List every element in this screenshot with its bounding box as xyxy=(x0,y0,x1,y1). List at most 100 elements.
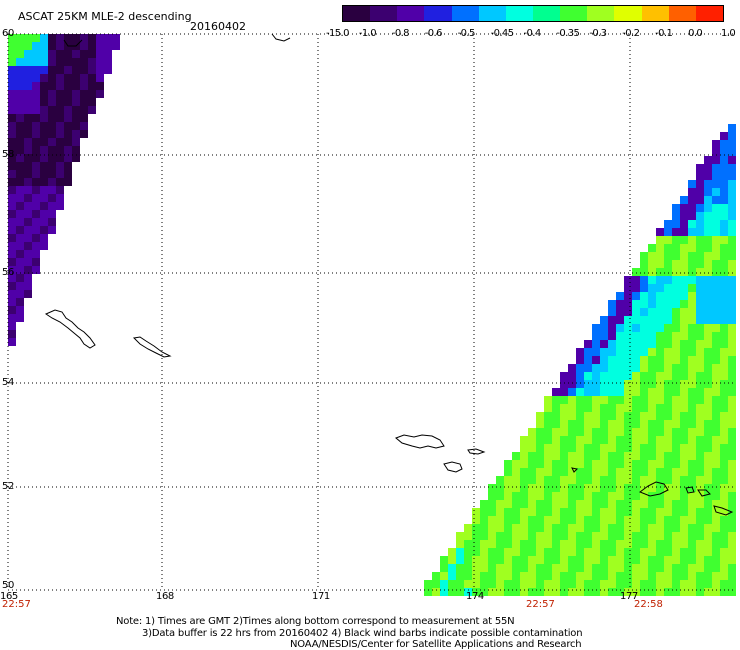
swath-cell xyxy=(72,114,80,122)
swath-cell xyxy=(712,156,720,164)
swath-cell xyxy=(648,340,656,348)
swath-cell xyxy=(656,460,664,468)
swath-cell xyxy=(640,276,648,284)
swath-cell xyxy=(584,364,592,372)
swath-cell xyxy=(552,548,560,556)
swath-cell xyxy=(656,348,664,356)
swath-cell xyxy=(680,292,688,300)
swath-cell xyxy=(112,34,120,42)
swath-cell xyxy=(656,316,664,324)
swath-cell xyxy=(688,228,696,236)
swath-cell xyxy=(648,580,656,588)
swath-cell xyxy=(600,572,608,580)
swath-cell xyxy=(536,572,544,580)
swath-cell xyxy=(504,492,512,500)
swath-cell xyxy=(472,508,480,516)
swath-cell xyxy=(616,532,624,540)
swath-cell xyxy=(712,476,720,484)
swath-cell xyxy=(656,532,664,540)
swath-cell xyxy=(704,468,712,476)
swath-cell xyxy=(496,548,504,556)
swath-cell xyxy=(536,524,544,532)
swath-cell xyxy=(608,580,616,588)
swath-cell xyxy=(608,340,616,348)
swath-cell xyxy=(704,308,712,316)
swath-cell xyxy=(720,156,728,164)
swath-cell xyxy=(520,444,528,452)
swath-cell xyxy=(696,204,704,212)
swath-cell xyxy=(728,308,736,316)
swath-cell xyxy=(568,516,576,524)
swath-cell xyxy=(672,324,680,332)
swath-cell xyxy=(728,468,736,476)
swath-cell xyxy=(616,516,624,524)
swath-cell xyxy=(704,244,712,252)
swath-cell xyxy=(488,564,496,572)
swath-cell xyxy=(712,556,720,564)
swath-cell xyxy=(696,428,704,436)
swath-cell xyxy=(648,268,656,276)
swath-cell xyxy=(608,364,616,372)
swath-cell xyxy=(64,122,72,130)
swath-cell xyxy=(648,428,656,436)
swath-cell xyxy=(720,532,728,540)
swath-cell xyxy=(608,332,616,340)
swath-cell xyxy=(600,540,608,548)
swath-cell xyxy=(512,516,520,524)
swath-cell xyxy=(672,212,680,220)
swath-cell xyxy=(680,268,688,276)
swath-cell xyxy=(600,356,608,364)
colorbar-tick-label: -0.3 xyxy=(589,28,607,39)
swath-cell xyxy=(32,250,40,258)
swath-cell xyxy=(688,500,696,508)
swath-cell xyxy=(728,228,736,236)
swath-cell xyxy=(584,444,592,452)
swath-cell xyxy=(592,428,600,436)
swath-cell xyxy=(96,50,104,58)
swath-cell xyxy=(704,532,712,540)
swath-cell xyxy=(720,572,728,580)
swath-cell xyxy=(624,588,632,596)
swath-cell xyxy=(672,412,680,420)
swath-cell xyxy=(544,484,552,492)
swath-cell xyxy=(656,380,664,388)
swath-cell xyxy=(688,196,696,204)
swath-cell xyxy=(448,572,456,580)
swath-cell xyxy=(728,388,736,396)
coastline-edge xyxy=(63,39,83,47)
swath-cell xyxy=(672,316,680,324)
swath-cell xyxy=(720,540,728,548)
swath-cell xyxy=(664,428,672,436)
swath-cell xyxy=(512,468,520,476)
swath-cell xyxy=(688,412,696,420)
swath-cell xyxy=(560,516,568,524)
swath-cell xyxy=(656,444,664,452)
swath-cell xyxy=(64,98,72,106)
swath-cell xyxy=(104,42,112,50)
swath-cell xyxy=(592,340,600,348)
swath-cell xyxy=(656,540,664,548)
swath-cell xyxy=(624,460,632,468)
swath-cell xyxy=(624,428,632,436)
swath-cell xyxy=(520,508,528,516)
swath-cell xyxy=(696,524,704,532)
swath-cell xyxy=(680,516,688,524)
swath-cell xyxy=(16,154,24,162)
swath-cell xyxy=(32,178,40,186)
swath-cell xyxy=(568,452,576,460)
swath-cell xyxy=(616,348,624,356)
swath-cell xyxy=(648,572,656,580)
swath-cell xyxy=(528,524,536,532)
swath-cell xyxy=(664,332,672,340)
swath-cell xyxy=(688,580,696,588)
swath-cell xyxy=(664,404,672,412)
swath-cell xyxy=(24,274,32,282)
note-line-1: Note: 1) Times are GMT 2)Times along bot… xyxy=(116,616,515,627)
swath-cell xyxy=(680,548,688,556)
swath-cell xyxy=(624,340,632,348)
swath-cell xyxy=(648,444,656,452)
swath-cell xyxy=(688,532,696,540)
swath-cell xyxy=(608,412,616,420)
swath-cell xyxy=(632,276,640,284)
swath-cell xyxy=(456,588,464,596)
